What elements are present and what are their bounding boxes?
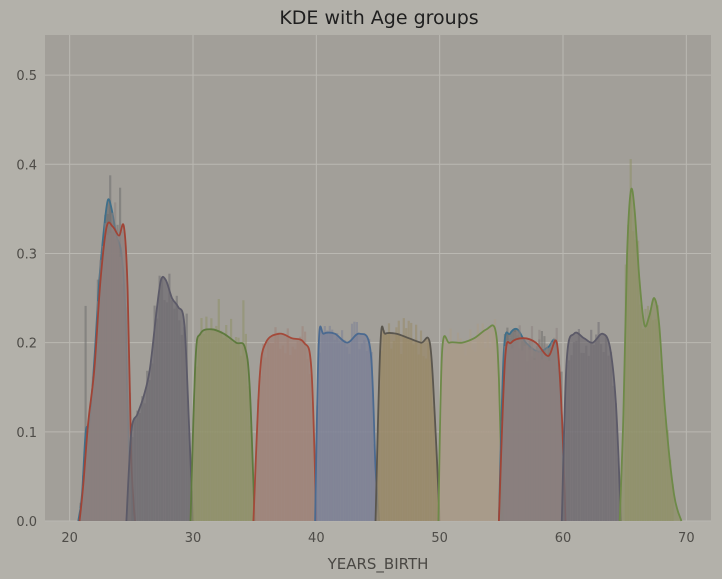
kde-fill	[315, 326, 380, 521]
kde-fill	[438, 325, 503, 521]
y-tick-label: 0.2	[16, 337, 37, 352]
chart-title: KDE with Age groups	[279, 7, 478, 29]
age-group-10	[560, 322, 622, 522]
kde-line	[125, 275, 194, 522]
kde-line	[189, 328, 256, 522]
kde-fill	[561, 332, 621, 521]
age-group-11	[618, 159, 683, 522]
age-group-6	[374, 318, 441, 522]
kde-line	[252, 332, 318, 522]
kde-line	[78, 221, 136, 522]
y-tick-label: 0.4	[16, 158, 37, 173]
kde-fill	[190, 329, 255, 521]
kde-fill	[253, 333, 317, 521]
x-tick-label: 30	[185, 531, 202, 546]
kde-fill	[126, 276, 193, 521]
y-tick-label: 0.3	[16, 247, 37, 262]
kde-line	[498, 337, 567, 522]
group-distributions	[77, 159, 683, 522]
x-tick-label: 50	[431, 531, 448, 546]
age-group-7	[437, 319, 504, 522]
x-tick-label: 60	[555, 531, 572, 546]
histogram-bar	[84, 305, 87, 521]
x-axis-label: YEARS_BIRTH	[327, 555, 429, 574]
kde-line	[314, 325, 381, 522]
age-group-4	[252, 326, 318, 522]
x-tick-label: 70	[678, 531, 695, 546]
kde-fill	[498, 338, 566, 521]
y-tick-label: 0.1	[16, 426, 37, 441]
kde-line	[437, 324, 504, 522]
kde-line	[374, 325, 441, 522]
kde-line	[560, 331, 622, 522]
age-group-5	[314, 321, 381, 522]
axis-ticks: 20 30 40 50 60 70 0.0 0.1 0.2 0.3 0.4 0.5	[16, 69, 694, 546]
kde-line	[618, 187, 683, 522]
y-tick-label: 0.0	[16, 515, 37, 530]
kde-fill	[619, 188, 682, 521]
x-tick-label: 40	[308, 531, 325, 546]
age-group-1	[78, 202, 136, 522]
age-group-2	[125, 273, 194, 522]
age-group-9	[498, 325, 567, 522]
age-group-3	[189, 299, 256, 522]
x-tick-label: 20	[61, 531, 78, 546]
y-tick-label: 0.5	[16, 69, 37, 84]
kde-fill	[375, 326, 440, 521]
kde-fill	[79, 222, 135, 521]
